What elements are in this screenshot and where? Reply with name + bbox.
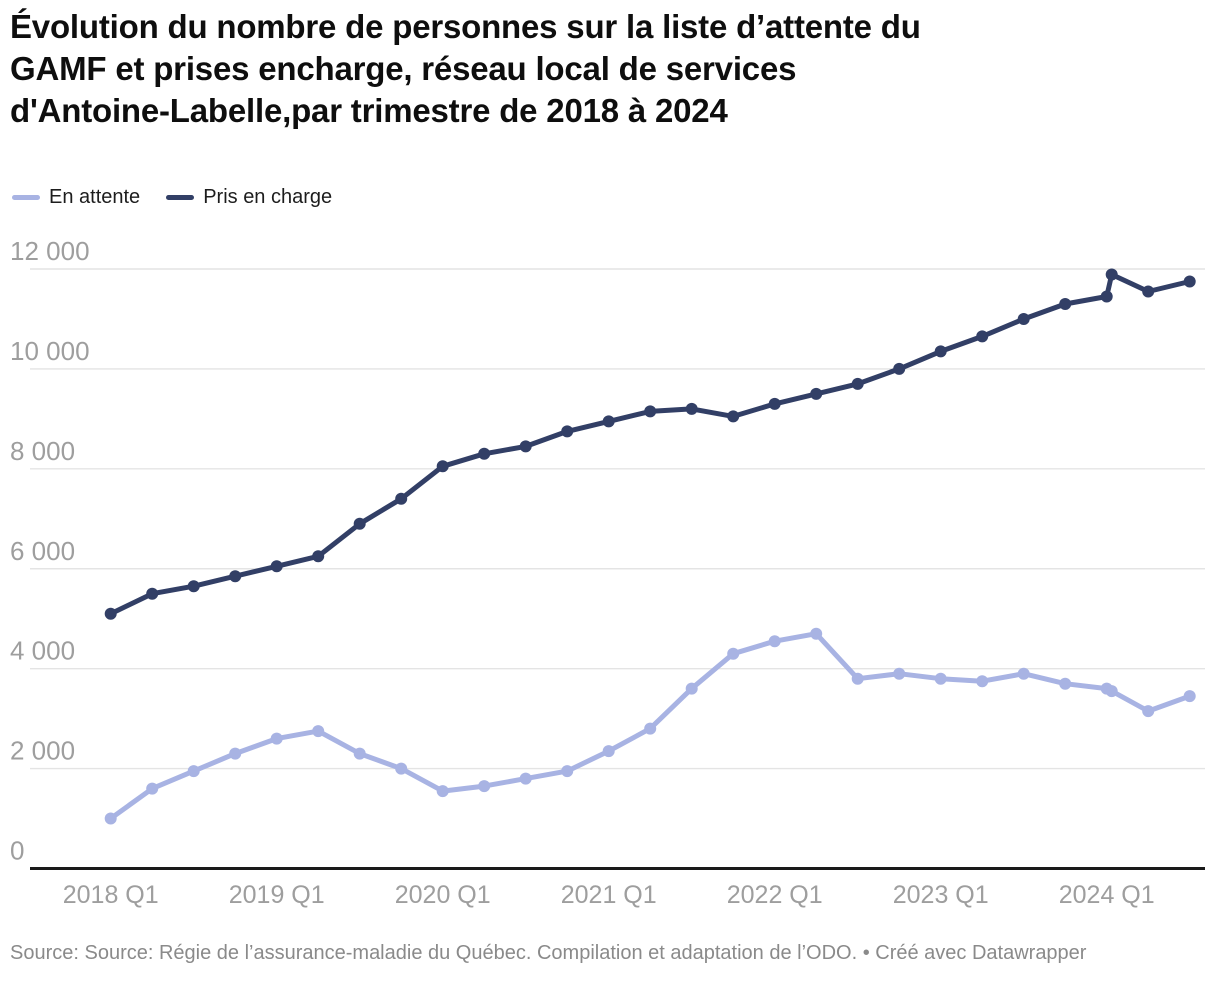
legend-swatch-pris-en-charge [166, 195, 195, 200]
data-point-en-attente [187, 765, 200, 778]
data-point-en-attente [353, 747, 366, 760]
chart-title: Évolution du nombre de personnes sur la … [10, 6, 1200, 132]
data-point-pris-en-charge [1142, 285, 1155, 298]
data-point-en-attente [934, 672, 947, 685]
data-point-pris-en-charge [1059, 298, 1072, 310]
data-point-pris-en-charge [851, 377, 864, 390]
y-tick-label: 2 000 [10, 736, 75, 766]
data-point-pris-en-charge [1100, 290, 1113, 303]
data-point-pris-en-charge [685, 402, 698, 415]
data-point-en-attente [893, 667, 906, 680]
chart-title-line-2: GAMF et prises encharge, réseau local de… [10, 50, 797, 87]
data-point-pris-en-charge [644, 405, 657, 418]
data-point-pris-en-charge [934, 345, 947, 358]
x-tick-label: 2024 Q1 [1059, 881, 1155, 909]
y-tick-label: 8 000 [10, 436, 75, 466]
data-point-en-attente [561, 765, 574, 778]
data-point-pris-en-charge [1183, 275, 1196, 288]
x-tick-label: 2022 Q1 [727, 881, 823, 909]
data-point-pris-en-charge [602, 415, 615, 428]
series-line-pris-en-charge [108, 272, 1193, 617]
x-tick-label: 2020 Q1 [395, 881, 491, 909]
data-point-pris-en-charge [1105, 268, 1118, 281]
data-point-en-attente [395, 762, 408, 775]
data-point-pris-en-charge [229, 570, 242, 583]
data-point-en-attente [727, 647, 740, 660]
data-point-en-attente [312, 725, 325, 738]
data-point-pris-en-charge [893, 362, 906, 375]
data-point-pris-en-charge [519, 440, 532, 453]
y-tick-label: 4 000 [10, 636, 75, 666]
data-point-pris-en-charge [395, 492, 408, 505]
y-tick-label: 10 000 [10, 336, 90, 366]
data-point-pris-en-charge [187, 580, 200, 593]
data-point-en-attente [1105, 685, 1118, 698]
x-tick-label: 2018 Q1 [63, 881, 159, 909]
data-point-pris-en-charge [353, 517, 366, 530]
legend-swatch-en-attente [12, 195, 40, 200]
x-tick-label: 2023 Q1 [893, 881, 989, 909]
data-point-en-attente [519, 772, 532, 785]
chart-title-line-1: Évolution du nombre de personnes sur la … [10, 8, 921, 45]
data-point-en-attente [644, 722, 657, 735]
chart-title-line-3: d'Antoine-Labelle,par trimestre de 2018 … [10, 92, 728, 129]
data-point-pris-en-charge [768, 397, 781, 410]
legend-item-en-attente: En attente [12, 186, 140, 209]
data-point-pris-en-charge [104, 607, 117, 620]
data-point-pris-en-charge [436, 460, 449, 473]
legend-label-pris-en-charge: Pris en charge [203, 186, 333, 208]
data-point-en-attente [685, 682, 698, 695]
data-point-en-attente [436, 785, 449, 798]
data-point-en-attente [810, 627, 823, 640]
data-point-en-attente [229, 747, 242, 760]
data-point-pris-en-charge [1017, 313, 1030, 325]
data-point-en-attente [1017, 667, 1030, 680]
data-point-en-attente [146, 782, 159, 795]
data-point-en-attente [851, 672, 864, 685]
data-point-en-attente [602, 745, 615, 758]
data-point-pris-en-charge [561, 425, 574, 438]
y-tick-label: 0 [10, 836, 24, 866]
data-point-pris-en-charge [976, 330, 989, 343]
data-point-pris-en-charge [270, 560, 283, 573]
data-point-en-attente [270, 732, 283, 745]
data-point-en-attente [1142, 705, 1155, 718]
series-line-en-attente [108, 631, 1193, 821]
source-note: Source: Source: Régie de l’assurance-mal… [10, 942, 1087, 964]
data-point-en-attente [1183, 690, 1196, 703]
data-point-pris-en-charge [727, 410, 740, 423]
data-point-pris-en-charge [478, 447, 491, 460]
data-point-en-attente [478, 780, 491, 793]
data-point-en-attente [1059, 677, 1072, 690]
data-point-en-attente [976, 675, 989, 688]
data-point-en-attente [768, 635, 781, 648]
data-point-en-attente [104, 812, 117, 825]
data-point-pris-en-charge [312, 550, 325, 563]
data-point-pris-en-charge [146, 587, 159, 600]
x-tick-label: 2019 Q1 [229, 881, 325, 909]
y-tick-label: 12 000 [10, 236, 90, 266]
legend-item-pris-en-charge: Pris en charge [166, 186, 332, 209]
x-tick-label: 2021 Q1 [561, 881, 657, 909]
legend: En attente Pris en charge [12, 186, 332, 209]
legend-label-en-attente: En attente [49, 186, 141, 208]
data-point-pris-en-charge [810, 387, 823, 400]
y-tick-label: 6 000 [10, 536, 75, 566]
